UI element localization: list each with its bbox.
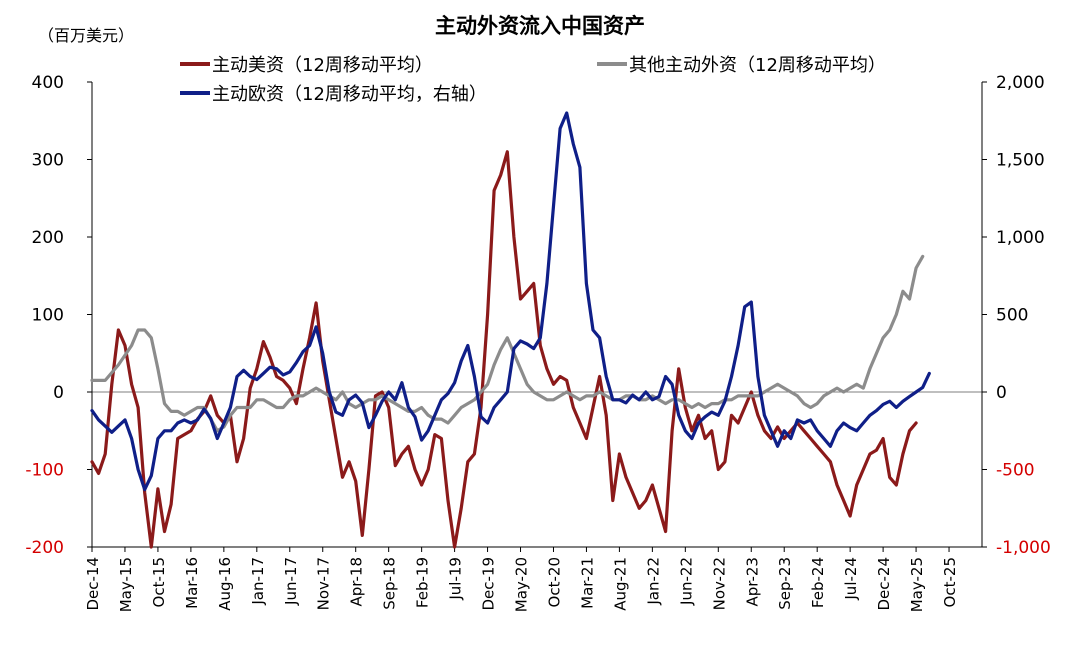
x-tick-label: May-20 (513, 557, 531, 612)
legend-label-2: 其他主动外资（12周移动平均） (629, 55, 886, 76)
left-tick-label: -200 (25, 538, 64, 558)
x-tick-label: Dec-19 (480, 557, 498, 611)
left-tick-label: 400 (32, 73, 64, 93)
x-tick-label: Dec-14 (84, 557, 102, 611)
right-tick-label: 2,000 (996, 73, 1045, 93)
left-tick-label: 100 (32, 306, 64, 326)
right-tick-label: -1,000 (996, 538, 1051, 558)
chart-title: 主动外资流入中国资产 (435, 14, 645, 38)
right-tick-label: -500 (996, 461, 1035, 481)
x-tick-label: Jan-22 (644, 557, 662, 606)
series-line-3 (90, 111, 931, 492)
series-line-1 (90, 150, 918, 549)
right-tick-label: 0 (996, 383, 1007, 403)
legend-label-3: 主动欧资（12周移动平均，右轴） (212, 84, 487, 105)
x-tick-label: Mar-16 (183, 557, 201, 609)
x-tick-label: May-25 (908, 557, 926, 612)
x-tick-label: Aug-21 (611, 557, 629, 611)
x-tick-label: Nov-17 (315, 557, 333, 610)
x-tick-label: Nov-22 (710, 557, 728, 610)
left-tick-label: 300 (32, 151, 64, 171)
x-tick-label: Sep-23 (776, 557, 794, 610)
x-tick-label: Jul-19 (447, 557, 465, 601)
left-tick-label: 0 (53, 383, 64, 403)
x-tick-label: Dec-24 (875, 557, 893, 611)
legend-label-1: 主动美资（12周移动平均） (212, 55, 433, 76)
x-tick-label: May-15 (117, 557, 135, 612)
series-line-2 (90, 254, 925, 433)
x-tick-label: Oct-15 (150, 557, 168, 607)
right-tick-label: 1,000 (996, 228, 1045, 248)
x-tick-label: Mar-21 (578, 557, 596, 609)
x-tick-label: Jun-22 (677, 557, 695, 606)
x-tick-label: Jul-24 (842, 557, 860, 601)
x-tick-label: Aug-16 (216, 557, 234, 611)
unit-label: （百万美元） (38, 26, 135, 45)
x-tick-label: Apr-23 (743, 557, 761, 607)
x-tick-label: Feb-19 (414, 557, 432, 608)
x-tick-label: Jan-17 (249, 557, 267, 606)
x-tick-label: Feb-24 (809, 557, 827, 608)
x-tick-label: Jun-17 (282, 557, 300, 606)
x-tick-label: Apr-18 (348, 557, 366, 607)
right-tick-label: 1,500 (996, 151, 1045, 171)
x-tick-label: Oct-25 (941, 557, 959, 607)
x-tick-label: Sep-18 (381, 557, 399, 610)
left-tick-label: 200 (32, 228, 64, 248)
left-tick-label: -100 (25, 461, 64, 481)
right-tick-label: 500 (996, 306, 1028, 326)
x-tick-label: Oct-20 (545, 557, 563, 607)
